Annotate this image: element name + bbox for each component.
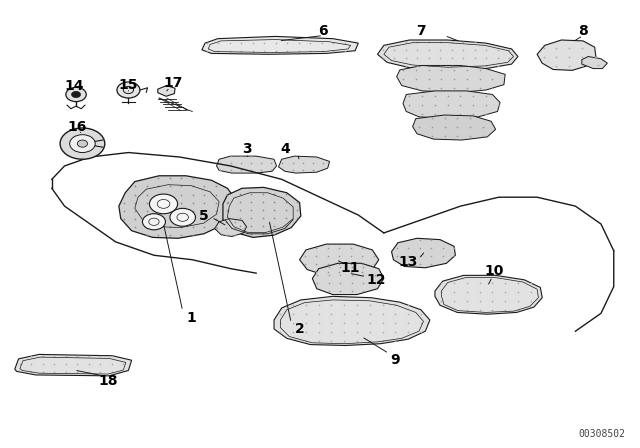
Polygon shape <box>223 187 301 237</box>
Polygon shape <box>413 115 495 140</box>
Polygon shape <box>119 176 236 238</box>
Circle shape <box>170 208 195 226</box>
Text: 12: 12 <box>367 273 386 287</box>
Text: 2: 2 <box>294 322 305 336</box>
Text: 15: 15 <box>118 78 138 92</box>
Text: 14: 14 <box>65 79 84 94</box>
Polygon shape <box>435 276 542 314</box>
Circle shape <box>72 91 81 98</box>
Text: 4: 4 <box>280 142 290 156</box>
Circle shape <box>143 214 166 230</box>
Text: 9: 9 <box>390 353 400 367</box>
Text: 8: 8 <box>578 24 588 38</box>
Text: 3: 3 <box>242 142 252 156</box>
Polygon shape <box>15 354 132 376</box>
Polygon shape <box>312 263 384 295</box>
Polygon shape <box>392 238 456 268</box>
Circle shape <box>117 82 140 98</box>
Polygon shape <box>403 91 500 119</box>
Text: 18: 18 <box>98 374 118 388</box>
Polygon shape <box>274 296 430 345</box>
Polygon shape <box>202 36 358 54</box>
Text: 13: 13 <box>399 255 418 269</box>
Text: 6: 6 <box>318 24 328 38</box>
Text: 16: 16 <box>68 120 87 134</box>
Polygon shape <box>278 156 330 173</box>
Circle shape <box>60 128 105 159</box>
Text: 10: 10 <box>484 264 504 278</box>
Polygon shape <box>158 86 175 96</box>
Circle shape <box>70 135 95 152</box>
Polygon shape <box>537 40 596 70</box>
Text: 1: 1 <box>186 311 196 325</box>
Text: 7: 7 <box>416 24 426 38</box>
Circle shape <box>77 140 88 147</box>
Circle shape <box>150 194 177 214</box>
Polygon shape <box>582 56 607 69</box>
Text: 11: 11 <box>341 261 360 275</box>
Polygon shape <box>397 65 505 92</box>
Circle shape <box>66 87 86 102</box>
Polygon shape <box>378 40 518 70</box>
Polygon shape <box>216 156 276 173</box>
Polygon shape <box>214 219 246 237</box>
Text: 17: 17 <box>163 76 183 90</box>
Text: 5: 5 <box>199 209 209 223</box>
Polygon shape <box>300 244 379 276</box>
Text: 00308502: 00308502 <box>579 429 625 439</box>
